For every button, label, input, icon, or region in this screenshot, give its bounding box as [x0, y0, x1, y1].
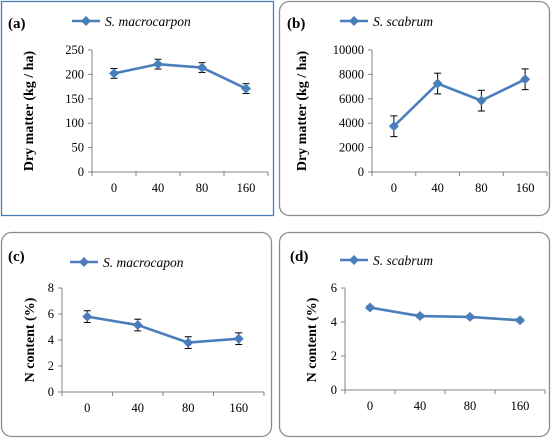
- y-tick-label: 8000: [339, 67, 364, 81]
- x-tick-label: 80: [475, 181, 488, 195]
- legend-marker: [79, 257, 89, 267]
- x-tick-label: 80: [196, 181, 209, 195]
- legend-entry: S. scabrum: [373, 253, 433, 268]
- data-point: [515, 315, 525, 326]
- x-tick-label: 40: [414, 399, 427, 413]
- y-axis-label: N content (%): [23, 297, 38, 382]
- series-line: [113, 62, 247, 90]
- legend-entry: S. macrocarpon: [105, 14, 191, 29]
- panel-label: (c): [8, 249, 25, 265]
- y-tick-label: 0: [331, 383, 337, 397]
- x-tick-label: 0: [391, 181, 397, 195]
- data-point: [132, 320, 143, 331]
- y-axis-label: Dry matter (kg / ha): [295, 51, 310, 172]
- y-tick-label: 250: [65, 43, 84, 57]
- data-point: [388, 121, 399, 132]
- x-tick-label: 40: [132, 401, 145, 415]
- legend-marker: [349, 255, 359, 265]
- data-point: [415, 311, 425, 322]
- panel-border: [278, 0, 551, 217]
- chart-panel-b: 0 2000 4000 6000 8000 10000 0 40 80 160 (b) Dry mat…: [278, 0, 551, 217]
- y-tick-label: 0: [78, 165, 84, 179]
- y-tick-label: 100: [65, 116, 84, 130]
- y-tick-label: 4000: [339, 116, 364, 130]
- data-point: [365, 302, 375, 313]
- x-tick-label: 160: [511, 399, 530, 413]
- panel-label: (b): [287, 16, 305, 32]
- x-tick-label: 80: [464, 399, 477, 413]
- data-point: [197, 62, 207, 73]
- y-tick-label: 10000: [333, 43, 364, 57]
- y-tick-label: 200: [65, 67, 84, 81]
- series-line: [87, 315, 239, 344]
- y-tick-label: 0: [358, 165, 364, 179]
- data-point: [183, 337, 194, 348]
- y-tick-label: 4: [48, 333, 55, 347]
- y-axis-label: Dry matter (kg / ha): [22, 51, 37, 172]
- legend-entry: S. macrocapon: [103, 255, 184, 270]
- x-tick-label: 40: [431, 181, 444, 195]
- y-tick-label: 8: [48, 281, 54, 295]
- y-tick-label: 2000: [339, 141, 364, 155]
- panel-label: (d): [290, 249, 308, 265]
- data-point: [233, 333, 244, 344]
- data-point: [520, 74, 531, 85]
- data-point: [153, 59, 163, 70]
- y-tick-label: 50: [72, 141, 85, 155]
- x-tick-label: 80: [182, 401, 195, 415]
- data-point: [109, 68, 119, 79]
- chart-panel-a: 0 50 100 150 200 250 0 40 80 160 (a) Dry matter (kg…: [0, 0, 275, 217]
- y-tick-label: 2: [331, 349, 337, 363]
- data-point: [82, 311, 93, 322]
- series-line: [392, 78, 526, 128]
- chart-panel-d: 0 2 4 6 0 40 80 160 (d) N content (%) S. scabrum: [278, 231, 551, 438]
- y-tick-label: 6: [48, 307, 54, 321]
- legend-entry: S. scabrum: [373, 14, 433, 29]
- legend-marker: [349, 16, 359, 26]
- y-tick-label: 2: [48, 359, 54, 373]
- x-tick-label: 0: [84, 401, 90, 415]
- legend-marker: [81, 16, 91, 26]
- x-tick-label: 160: [516, 181, 535, 195]
- panel-border: [0, 0, 275, 217]
- x-tick-label: 0: [111, 181, 117, 195]
- y-tick-label: 6: [331, 281, 337, 295]
- data-point: [476, 95, 487, 106]
- panel-border: [0, 231, 273, 438]
- y-tick-label: 150: [65, 92, 84, 106]
- x-tick-label: 160: [229, 401, 248, 415]
- x-tick-label: 160: [237, 181, 256, 195]
- data-point: [432, 78, 443, 89]
- panel-label: (a): [8, 16, 26, 32]
- data-point: [241, 83, 251, 94]
- panel-border: [278, 231, 551, 438]
- x-tick-label: 40: [152, 181, 165, 195]
- y-tick-label: 0: [48, 385, 54, 399]
- y-tick-label: 4: [331, 315, 338, 329]
- data-point: [465, 311, 475, 322]
- y-axis-label: N content (%): [305, 297, 320, 382]
- series-line: [369, 306, 521, 322]
- y-tick-label: 6000: [339, 92, 364, 106]
- x-tick-label: 0: [367, 399, 373, 413]
